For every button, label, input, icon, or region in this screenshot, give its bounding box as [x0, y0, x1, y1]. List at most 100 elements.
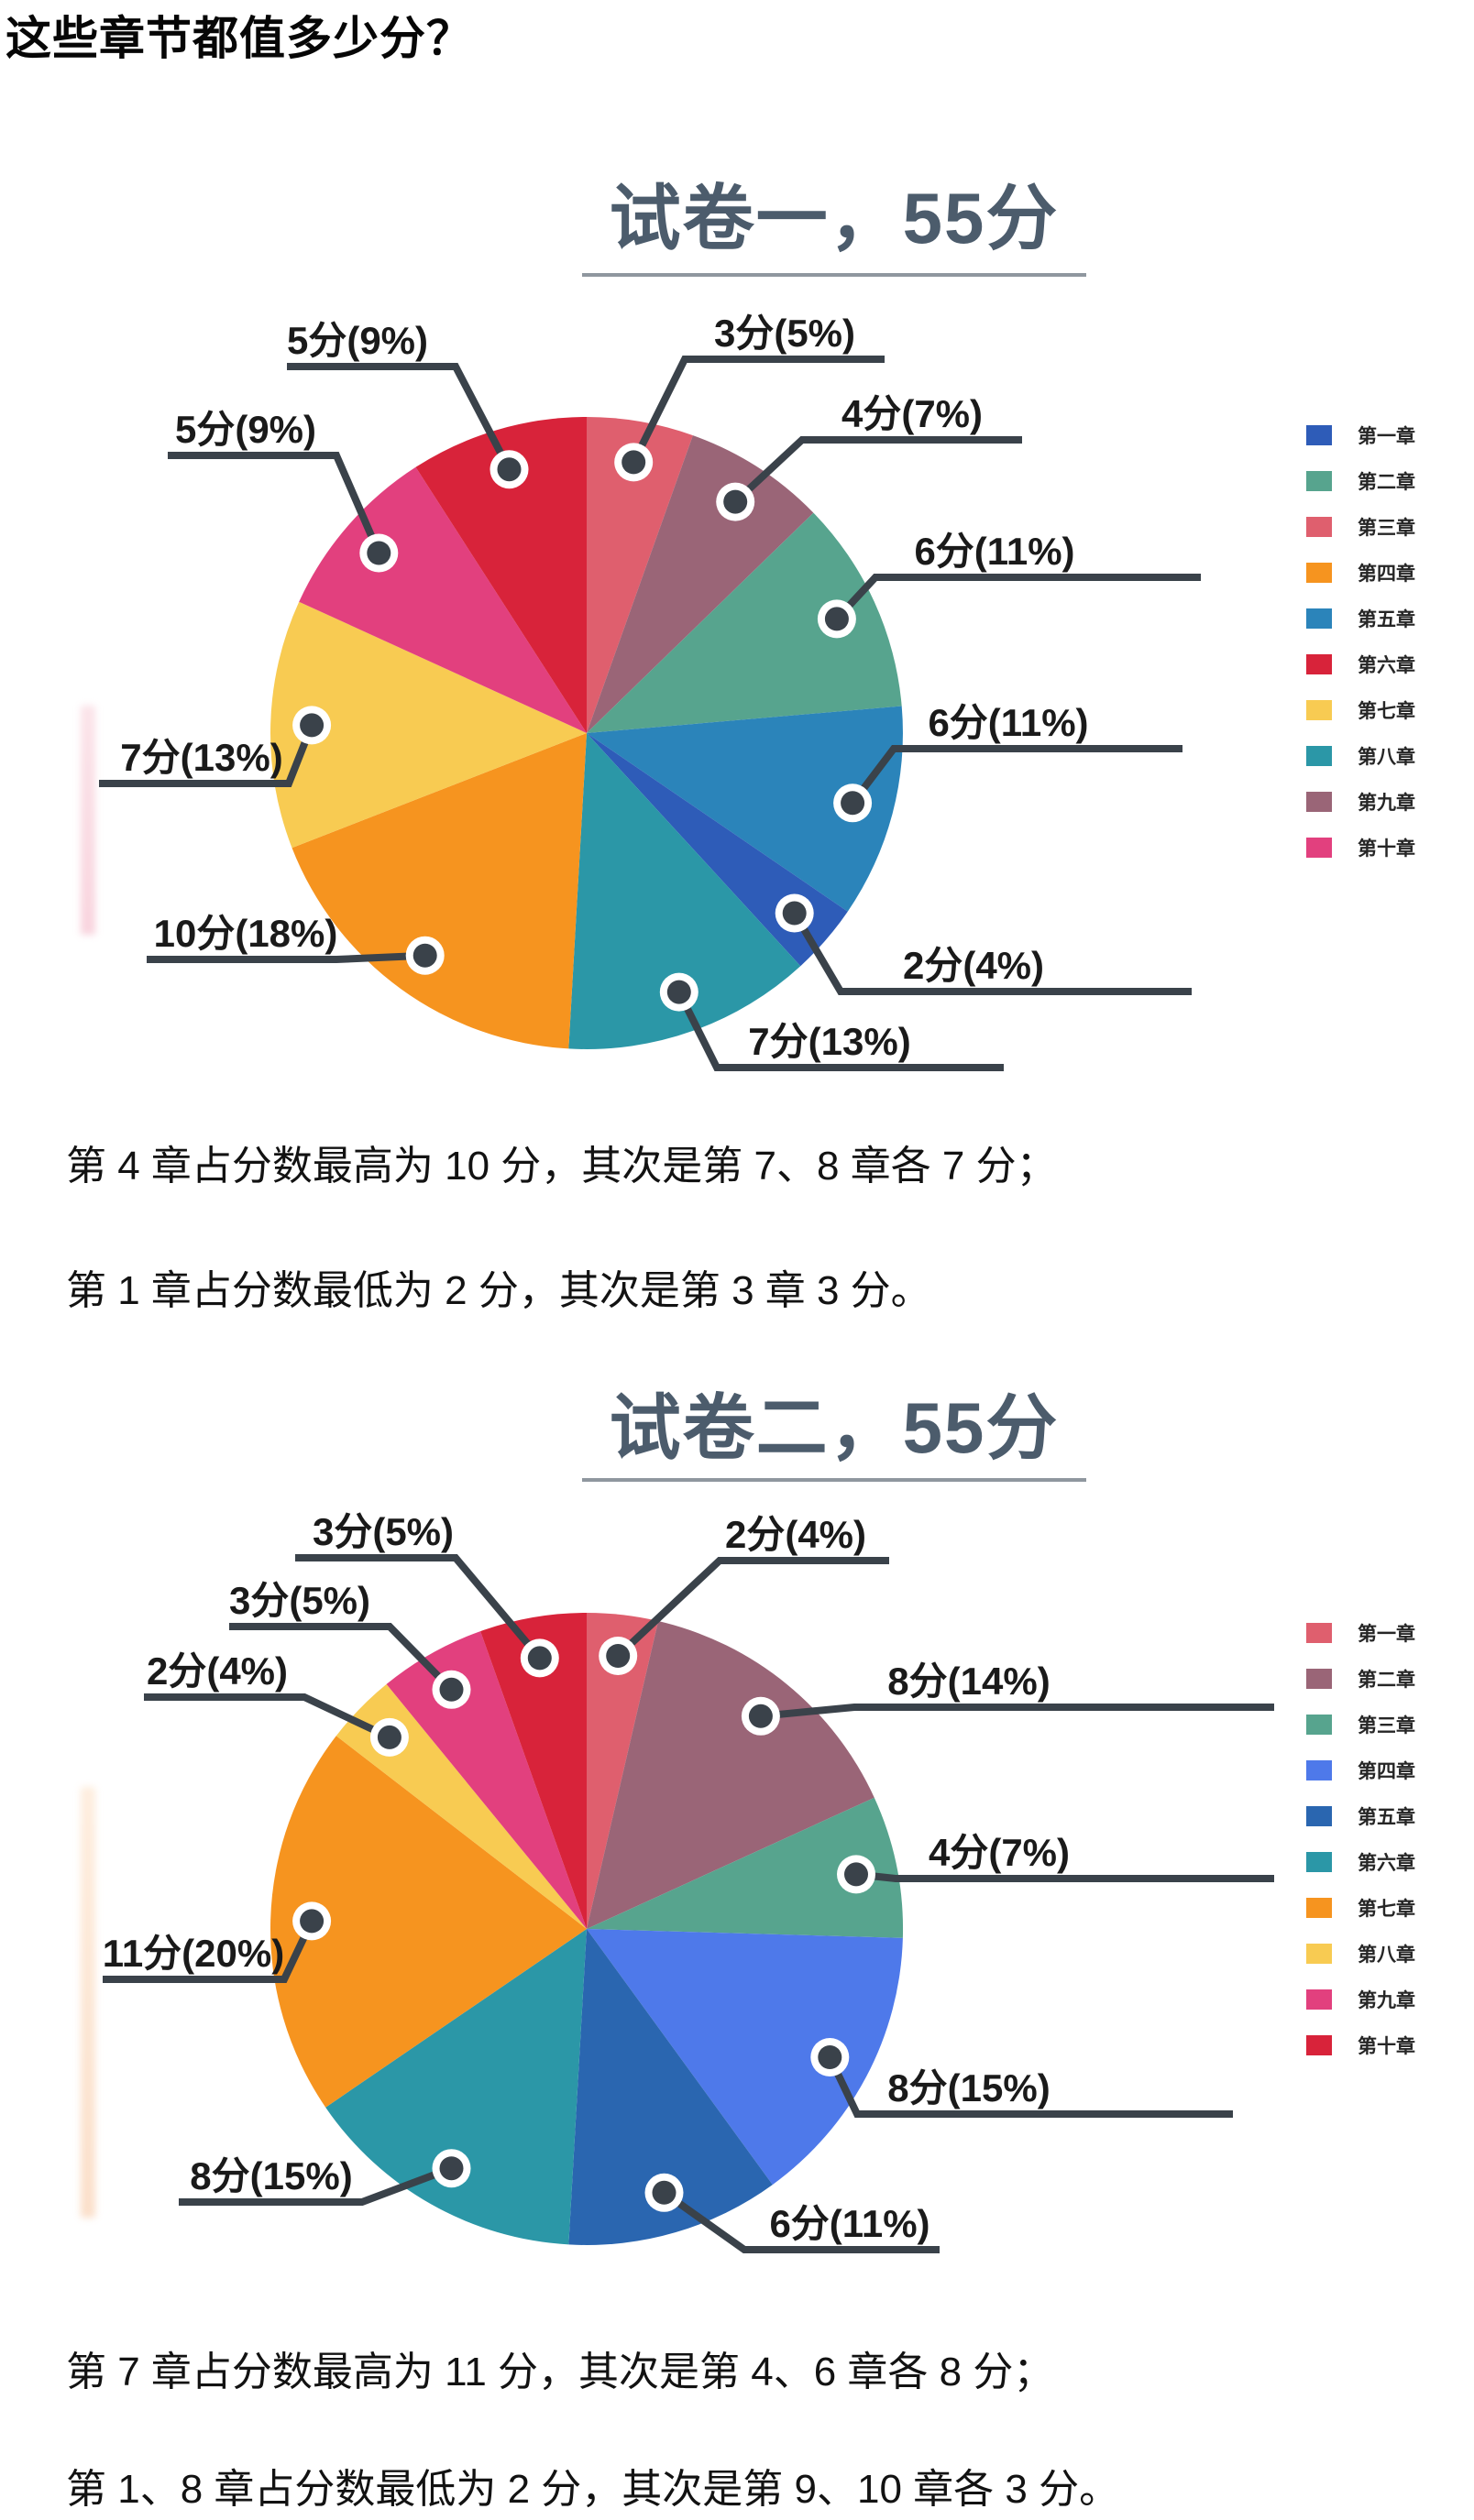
legend-swatch-icon [1306, 1669, 1332, 1689]
callout-dot [844, 1862, 868, 1887]
legend-swatch-icon [1306, 1944, 1332, 1964]
legend-item: 第八章 [1306, 733, 1415, 779]
callout-line [676, 990, 1004, 1071]
page-title: 这些章节都值多少分？ [6, 13, 473, 64]
chart2-title-underline [582, 1478, 1086, 1482]
callout-line [144, 1693, 391, 1741]
callout-line [849, 745, 1182, 805]
legend-swatch-icon [1306, 700, 1332, 720]
callout-line [833, 574, 1201, 622]
callout-dot [439, 1677, 464, 1702]
legend-label: 第八章 [1358, 747, 1415, 768]
legend-swatch-icon [1306, 1806, 1332, 1826]
pie1-label-第九章: 4分(7%) [842, 392, 983, 435]
pie2-slice-第六章 [325, 1929, 587, 2245]
pie1-slice-第五章 [587, 706, 903, 912]
pie1-slice-第八章 [568, 733, 801, 1049]
legend-label: 第七章 [1358, 701, 1415, 722]
callout-line [662, 2189, 940, 2253]
legend-swatch-icon [1306, 563, 1332, 583]
pie2-label-第八章: 2分(4%) [147, 1649, 288, 1693]
pie2-slice-第七章 [270, 1736, 587, 2108]
callout-dot [527, 1646, 552, 1671]
callout-line [287, 363, 513, 472]
legend-label: 第五章 [1358, 1807, 1415, 1828]
legend-label: 第六章 [1358, 655, 1415, 676]
legend-swatch-icon [1306, 2035, 1332, 2055]
callout-dot [841, 791, 865, 816]
legend-label: 第四章 [1358, 564, 1415, 585]
callout-dot [606, 1644, 631, 1668]
legend-label: 第一章 [1358, 426, 1415, 447]
callout-dot [439, 2156, 464, 2181]
chart2-title: 试卷二，55分 [609, 1387, 1060, 1468]
pie1-label-第八章: 7分(13%) [748, 1020, 910, 1063]
legend-swatch-icon [1306, 1623, 1332, 1643]
legend-label: 第七章 [1358, 1899, 1415, 1920]
callout-dot [748, 1704, 773, 1728]
pie2-slice-第三章 [587, 1797, 904, 1938]
pie2-slice-第四章 [587, 1929, 903, 2186]
callout-dot [412, 943, 437, 968]
callout-dot [824, 607, 849, 631]
legend-item: 第六章 [1306, 641, 1415, 687]
pie2-label-第七章: 11分(20%) [103, 1932, 284, 1975]
chart1-title-underline [582, 273, 1086, 277]
pie2-label-第六章: 8分(15%) [190, 2154, 352, 2197]
legend-label: 第四章 [1358, 1761, 1415, 1782]
callout-line [99, 723, 315, 787]
scan-artifact-orange [81, 1787, 95, 2218]
callout-dot [782, 901, 807, 926]
pie2-label-第九章: 3分(5%) [229, 1579, 370, 1622]
chart1-note-low: 第 1 章占分数最低为 2 分，其次是第 3 章 3 分。 [66, 1268, 931, 1313]
callout-line [295, 1554, 543, 1660]
callout-dot [377, 1725, 402, 1749]
chart2-legend: 第一章 第二章 第三章 第四章 第五章 第六章 第七章 第八章 第九章 第十章 [1306, 1610, 1415, 2068]
legend-swatch-icon [1306, 746, 1332, 766]
legend-swatch-icon [1306, 1852, 1332, 1872]
pie1-slice-第四章 [292, 733, 587, 1049]
legend-swatch-icon [1306, 792, 1332, 812]
legend-label: 第十章 [1358, 2036, 1415, 2057]
chart1-legend: 第一章 第二章 第三章 第四章 第五章 第六章 第七章 第八章 第九章 第十章 [1306, 412, 1415, 871]
pie1-label-第七章: 7分(13%) [120, 736, 282, 779]
pie2-label-第一章: 2分(4%) [725, 1513, 866, 1556]
pie1-label-第五章: 6分(11%) [928, 701, 1088, 744]
legend-label: 第六章 [1358, 1853, 1415, 1874]
callout-dot [300, 1909, 324, 1934]
callout-line [826, 2055, 1233, 2118]
legend-item: 第七章 [1306, 687, 1415, 733]
legend-swatch-icon [1306, 1898, 1332, 1918]
callout-dot [723, 489, 748, 514]
callout-line [103, 1919, 315, 1983]
callout-dot [666, 980, 691, 1004]
legend-swatch-icon [1306, 425, 1332, 445]
callout-line [179, 2164, 453, 2206]
legend-item: 第十章 [1306, 2022, 1415, 2068]
legend-item: 第四章 [1306, 1748, 1415, 1793]
legend-item: 第二章 [1306, 458, 1415, 504]
legend-item: 第五章 [1306, 1793, 1415, 1839]
callout-dot [497, 457, 522, 482]
legend-swatch-icon [1306, 1989, 1332, 2010]
legend-item: 第三章 [1306, 1702, 1415, 1748]
legend-label: 第十章 [1358, 838, 1415, 860]
callout-dot [367, 541, 391, 565]
legend-swatch-icon [1306, 1715, 1332, 1735]
pie2-label-第三章: 4分(7%) [929, 1831, 1070, 1874]
legend-label: 第三章 [1358, 518, 1415, 539]
legend-item: 第一章 [1306, 1610, 1415, 1656]
callout-line [732, 436, 1022, 505]
legend-item: 第五章 [1306, 596, 1415, 641]
pie1-slice-第九章 [587, 435, 814, 733]
pie2-slice-第二章 [587, 1621, 874, 1929]
legend-swatch-icon [1306, 838, 1332, 858]
pie2-label-第五章: 6分(11%) [769, 2202, 930, 2245]
legend-label: 第九章 [1358, 1990, 1415, 2011]
pie2-slice-第十章 [480, 1613, 587, 1929]
callout-line [855, 1870, 1274, 1882]
legend-swatch-icon [1306, 471, 1332, 491]
pie1-label-第二章: 6分(11%) [914, 530, 1074, 573]
